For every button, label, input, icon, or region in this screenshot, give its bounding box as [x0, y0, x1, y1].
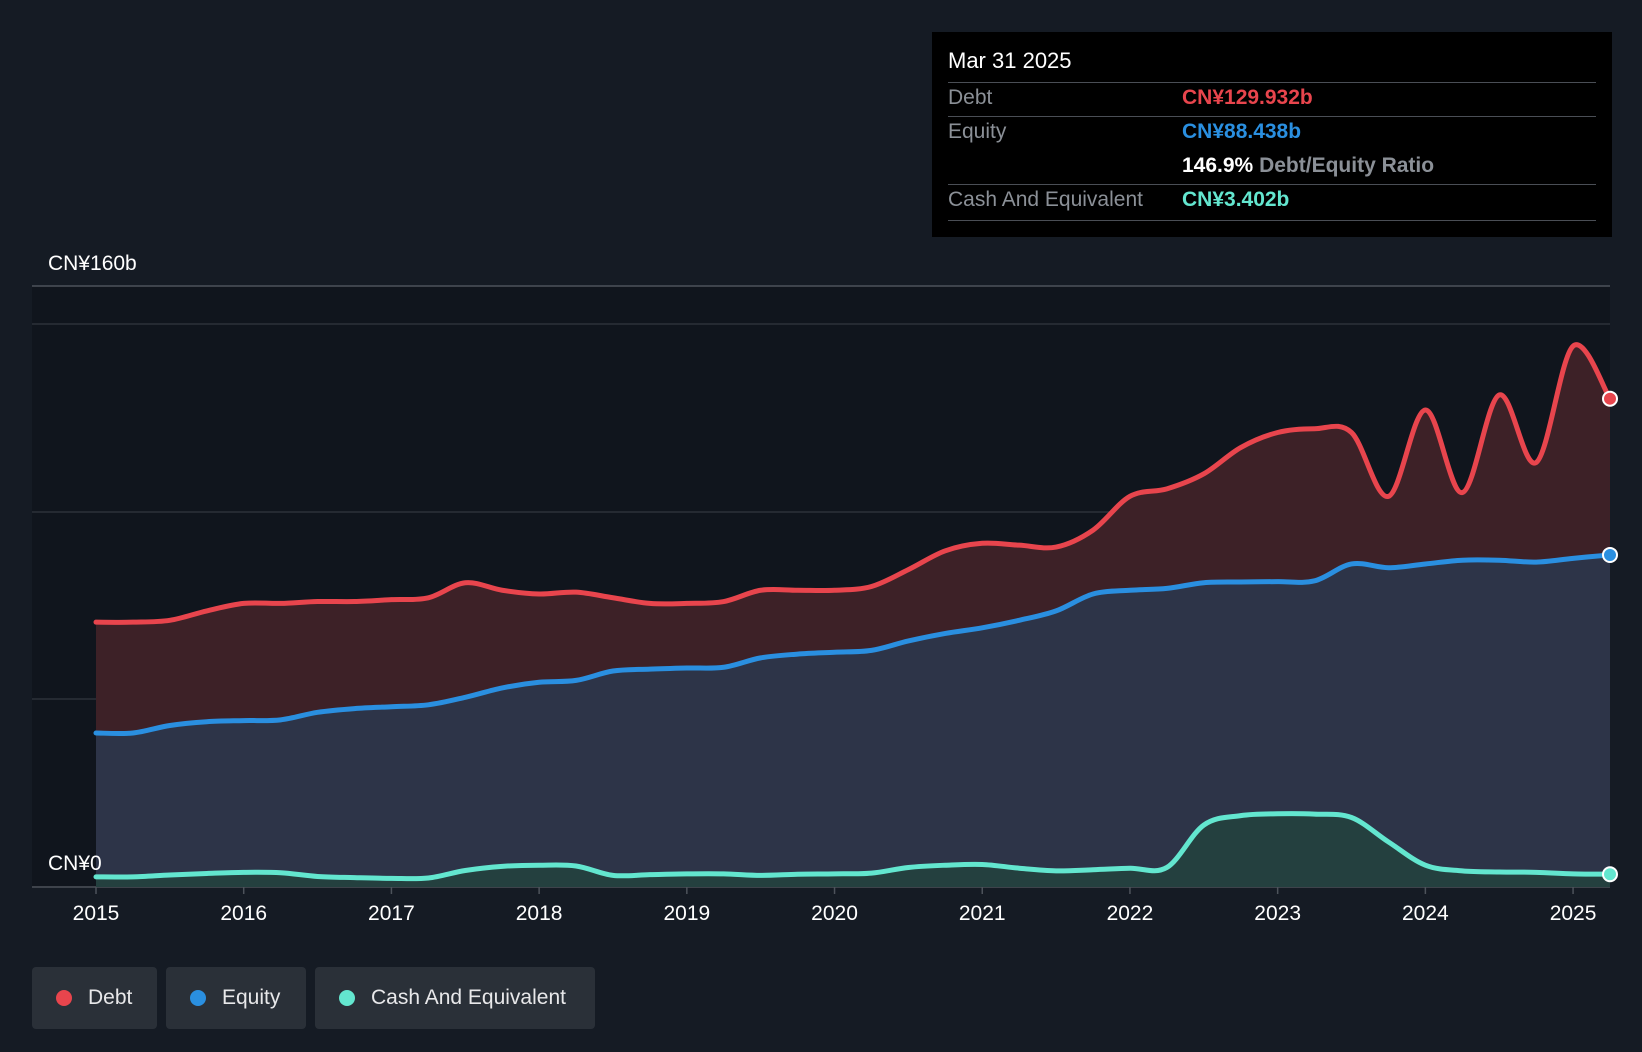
cash-dot-icon: [339, 990, 355, 1006]
legend-equity-label: Equity: [222, 986, 281, 1009]
debt-line: [93, 342, 1613, 625]
x-tick-label: 2022: [1107, 902, 1154, 925]
legend-item-debt[interactable]: Debt: [32, 967, 157, 1029]
tooltip-divider: [948, 82, 1596, 83]
legend-debt-label: Debt: [88, 986, 133, 1009]
x-tick-label: 2019: [663, 902, 710, 925]
y-axis-bottom-label: CN¥0: [48, 852, 102, 875]
legend-item-equity[interactable]: Equity: [166, 967, 306, 1029]
x-tick-label: 2025: [1550, 902, 1597, 925]
y-axis-top-label: CN¥160b: [48, 252, 137, 275]
equity-area: [96, 554, 1610, 887]
tooltip-ratio: 146.9% Debt/Equity Ratio: [1182, 154, 1434, 178]
debt-dot-icon: [56, 990, 72, 1006]
x-tick-label: 2024: [1402, 902, 1449, 925]
cash-endpoint[interactable]: [1602, 866, 1618, 883]
tooltip-equity-label: Equity: [948, 120, 1007, 143]
tooltip-cash-label: Cash And Equivalent: [948, 188, 1143, 211]
tooltip-equity-value: CN¥88.438b: [1182, 120, 1302, 143]
equity-endpoint[interactable]: [1602, 546, 1618, 563]
equity-line: [93, 552, 1613, 737]
tooltip-ratio-value: 146.9%: [1182, 154, 1254, 177]
tooltip-date: Mar 31 2025: [948, 48, 1072, 73]
tooltip-ratio-label: Debt/Equity Ratio: [1259, 154, 1435, 177]
tooltip-debt-value: CN¥129.932b: [1182, 86, 1313, 109]
x-tick-label: 2017: [368, 902, 415, 925]
equity-dot-icon: [190, 990, 206, 1006]
x-tick-label: 2016: [220, 902, 267, 925]
tooltip: Mar 31 2025 Debt CN¥129.932b Equity CN¥8…: [932, 32, 1612, 237]
tooltip-divider: [948, 184, 1596, 185]
cash-area: [96, 813, 1610, 887]
cash-line: [93, 811, 1613, 882]
tooltip-divider: [948, 220, 1596, 221]
tooltip-cash-value: CN¥3.402b: [1182, 188, 1290, 211]
tooltip-divider: [948, 116, 1596, 117]
x-tick-label: 2023: [1254, 902, 1301, 925]
x-tick-label: 2021: [959, 902, 1006, 925]
tooltip-debt-label: Debt: [948, 86, 993, 109]
debt-endpoint[interactable]: [1602, 390, 1618, 407]
legend-item-cash[interactable]: Cash And Equivalent: [315, 967, 595, 1029]
x-tick-label: 2020: [811, 902, 858, 925]
legend-cash-label: Cash And Equivalent: [371, 986, 566, 1009]
x-tick-label: 2015: [73, 902, 120, 925]
x-tick-label: 2018: [516, 902, 563, 925]
